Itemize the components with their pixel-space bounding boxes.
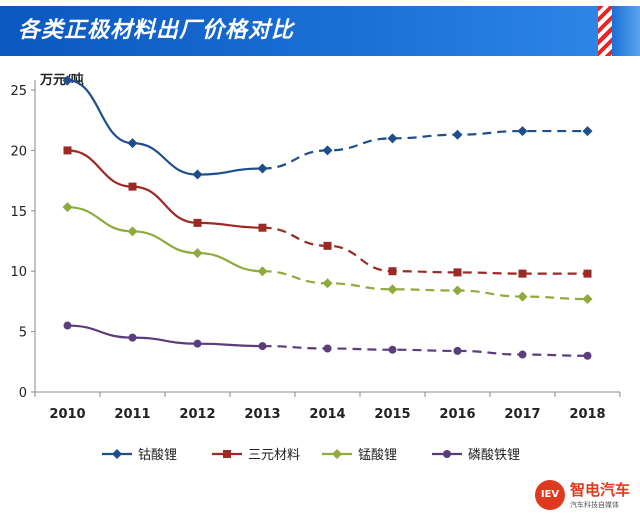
data-point-0-7 — [517, 126, 528, 137]
y-axis-title: 万元/吨 — [39, 72, 84, 88]
legend-label-1: 三元材料 — [248, 448, 300, 463]
data-point-1-7 — [518, 269, 527, 278]
y-tick-label: 0 — [19, 386, 27, 401]
series-line-solid-2 — [67, 206, 263, 273]
price-line-chart: 0 5 10 15 20 25 万元/吨 2010 2011 2012 2013 2014 2015 20… — [10, 72, 621, 463]
page-title: 各类正极材料出厂价格对比 — [18, 18, 295, 43]
series-line-solid-3 — [67, 324, 263, 348]
data-point-3-4 — [323, 344, 332, 353]
data-point-2-4 — [322, 278, 333, 289]
x-tick-label: 2013 — [244, 407, 280, 422]
y-tick-label: 25 — [10, 84, 27, 99]
data-point-2-3 — [257, 266, 268, 277]
data-point-2-2 — [192, 248, 203, 259]
legend-marker-1 — [223, 450, 231, 458]
x-tick-label: 2014 — [309, 407, 345, 422]
x-tick-label: 2018 — [569, 407, 605, 422]
data-point-1-1 — [128, 182, 137, 191]
data-point-0-4 — [322, 145, 333, 156]
data-point-1-0 — [63, 146, 72, 155]
data-point-1-3 — [258, 223, 267, 232]
data-point-2-1 — [127, 226, 138, 237]
data-point-1-8 — [583, 269, 592, 278]
series-line-dashed-0 — [262, 129, 588, 170]
data-point-0-1 — [127, 138, 138, 149]
brand-logo-icon: IEV — [534, 479, 565, 510]
data-point-3-8 — [583, 351, 592, 360]
y-tick-label: 15 — [10, 205, 27, 220]
y-tick-label: 5 — [19, 326, 27, 341]
data-point-0-8 — [582, 126, 593, 137]
data-point-3-2 — [193, 339, 202, 348]
data-point-2-0 — [62, 202, 73, 213]
data-point-0-5 — [387, 133, 398, 144]
legend-marker-0 — [112, 449, 122, 459]
data-point-0-3 — [257, 163, 268, 174]
data-point-2-8 — [582, 293, 593, 304]
data-point-1-4 — [323, 241, 332, 250]
data-point-0-0 — [62, 75, 73, 86]
banner-edge-accent — [612, 6, 640, 56]
y-tick-label: 10 — [10, 265, 27, 280]
legend-label-0: 钴酸锂 — [138, 448, 177, 463]
data-point-2-5 — [387, 284, 398, 295]
brand-text: 智电汽车 汽车科技自媒体 — [570, 479, 630, 510]
data-point-3-3 — [258, 342, 267, 351]
data-point-2-7 — [517, 291, 528, 302]
banner-background — [0, 6, 598, 56]
legend-marker-3 — [443, 450, 451, 458]
data-point-3-6 — [453, 346, 462, 355]
legend-label-2: 锰酸锂 — [358, 448, 397, 463]
brand-name: 智电汽车 — [569, 481, 630, 499]
data-point-2-6 — [452, 285, 463, 296]
data-point-1-5 — [388, 267, 397, 276]
y-tick-label: 20 — [10, 144, 27, 159]
series-line-dashed-3 — [262, 344, 588, 357]
x-tick-label: 2011 — [114, 407, 150, 422]
data-point-1-6 — [453, 268, 462, 277]
data-point-0-6 — [452, 129, 463, 140]
series-line-solid-1 — [67, 149, 263, 229]
data-point-1-2 — [193, 218, 202, 227]
x-tick-label: 2016 — [439, 407, 475, 422]
data-point-3-1 — [128, 333, 137, 342]
x-tick-label: 2012 — [179, 407, 215, 422]
title-banner: 各类正极材料出厂价格对比 — [0, 0, 640, 62]
data-point-3-5 — [388, 345, 397, 354]
data-point-3-7 — [518, 350, 527, 359]
brand-watermark: IEV 智电汽车 汽车科技自媒体 — [534, 479, 630, 510]
brand-tagline: 汽车科技自媒体 — [569, 501, 619, 509]
legend-label-3: 磷酸铁锂 — [468, 448, 520, 463]
data-point-3-0 — [63, 321, 72, 330]
x-tick-label: 2015 — [374, 407, 410, 422]
x-tick-label: 2017 — [504, 407, 540, 422]
series-line-dashed-1 — [262, 226, 588, 275]
data-point-0-2 — [192, 169, 203, 180]
banner-stripe-accent — [598, 6, 612, 56]
series-line-solid-0 — [67, 79, 263, 176]
series-line-dashed-2 — [262, 270, 588, 301]
legend-marker-2 — [332, 449, 342, 459]
x-tick-label: 2010 — [49, 407, 85, 422]
